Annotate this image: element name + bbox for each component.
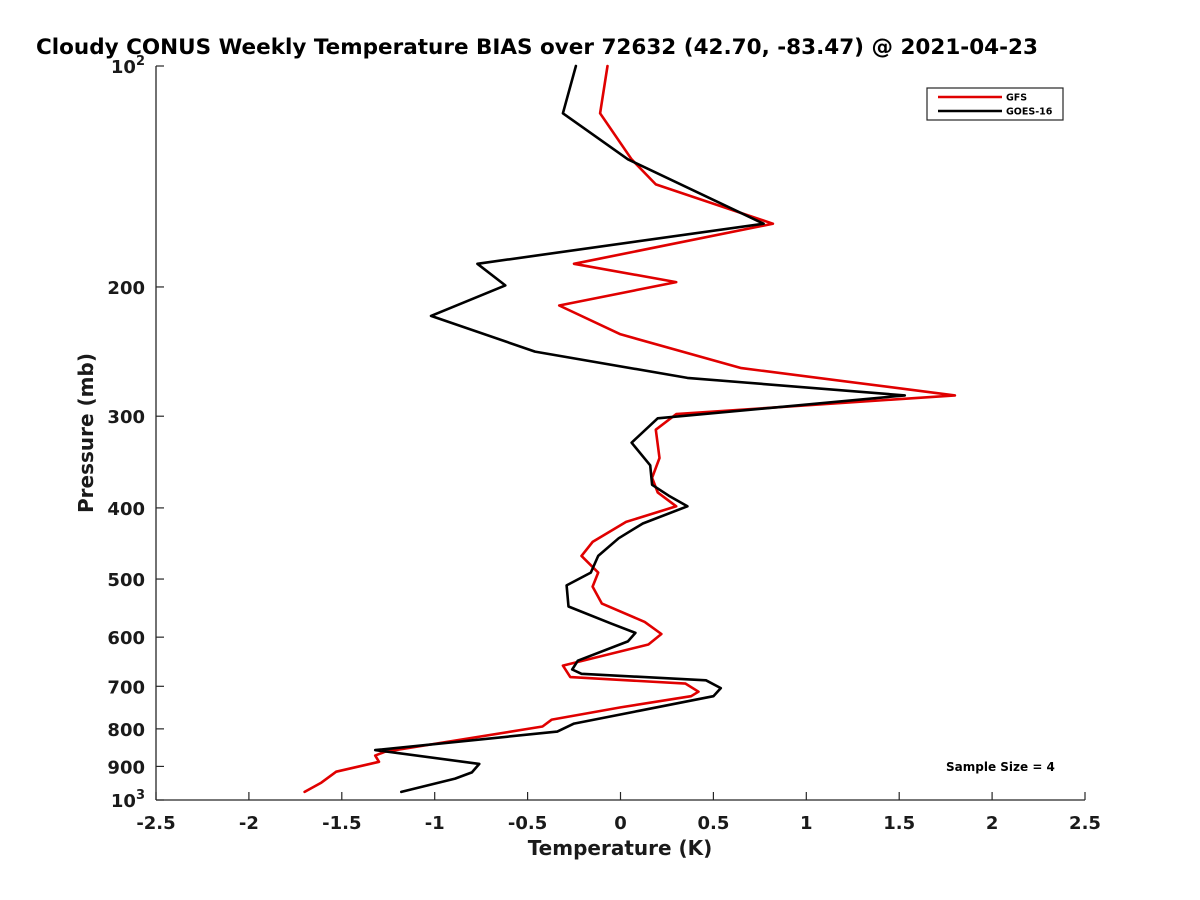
y-tick-label: 900 [107,757,145,778]
x-tick-label: 1.5 [883,813,915,834]
y-tick-label: 600 [107,628,145,649]
chart-title: Cloudy CONUS Weekly Temperature BIAS ove… [36,35,1038,60]
x-tick-label: 0 [614,813,627,834]
y-ticks: 102 200 300 400 500 600 700 800 900 103 [107,54,164,812]
x-tick-label: 1 [800,813,813,834]
y-tick-label: 200 [107,278,145,299]
legend-label-gfs: GFS [1006,93,1027,104]
y-tick-label: 102 [111,54,145,78]
y-tick-label: 103 [111,788,145,812]
legend: GFS GOES-16 [926,87,1064,121]
x-tick-label: 2.5 [1069,813,1101,834]
x-tick-label: -0.5 [508,813,547,834]
x-tick-label: 2 [986,813,999,834]
x-ticks: -2.5 -2 -1.5 -1 -0.5 0 0.5 1 1.5 2 2.5 [136,792,1101,834]
axes [155,66,1085,801]
legend-box [926,87,1064,121]
series-line-gfs [303,64,957,794]
y-tick-label: 700 [107,677,145,698]
y-axis-label: Pressure (mb) [74,353,98,513]
x-tick-label: 0.5 [697,813,729,834]
series-lines [303,64,957,794]
x-tick-label: -1 [425,813,445,834]
series-line-goes16 [373,64,907,794]
x-tick-label: -2.5 [136,813,175,834]
legend-label-goes16: GOES-16 [1006,107,1053,118]
y-tick-label: 800 [107,720,145,741]
x-axis-label: Temperature (K) [528,836,713,860]
y-tick-label: 300 [107,407,145,428]
y-tick-label: 400 [107,499,145,520]
x-tick-label: -2 [239,813,259,834]
x-tick-label: -1.5 [322,813,361,834]
y-tick-label: 500 [107,570,145,591]
sample-size-annotation: Sample Size = 4 [946,760,1055,774]
